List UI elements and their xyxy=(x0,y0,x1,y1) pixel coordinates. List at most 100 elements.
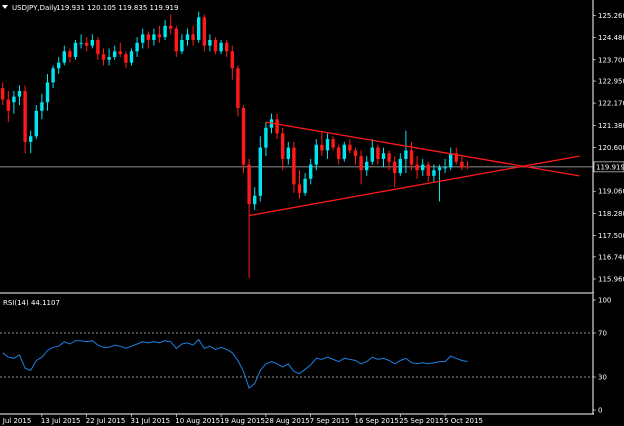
price-panel[interactable]: 125.260 124.480 123.700 122.950 122.170 121.3… xyxy=(0,0,624,294)
candle-body xyxy=(275,119,279,134)
candlestick-series xyxy=(1,11,470,278)
candle-body xyxy=(449,153,453,168)
candle-body xyxy=(337,147,341,159)
time-tick-label: 22 Jul 2015 xyxy=(86,417,126,425)
chart-header: USDJPY,Daily 119.931 120.105 119.835 119… xyxy=(2,4,178,12)
candle-body xyxy=(314,144,318,165)
candle-body xyxy=(432,170,436,176)
rsi-level-lines xyxy=(0,332,593,378)
price-tick-label: 115.960 xyxy=(598,275,624,283)
price-tick-label: 118.280 xyxy=(598,210,624,218)
candle-body xyxy=(370,147,374,162)
candle-body xyxy=(213,39,218,52)
candle-body xyxy=(129,51,134,63)
candle-body xyxy=(353,150,358,157)
time-axis: 3 Jul 2015 13 Jul 2015 22 Jul 2015 31 Jul 2… xyxy=(0,414,483,425)
symbol-label: USDJPY,Daily xyxy=(12,4,57,12)
candle-body xyxy=(101,54,106,60)
rsi-tick-label: 100 xyxy=(598,297,611,305)
candle-body xyxy=(208,39,212,46)
candle-body xyxy=(415,164,419,171)
time-tick-label: 10 Aug 2015 xyxy=(175,417,220,425)
price-tick-label: 123.700 xyxy=(598,56,624,64)
candle-body xyxy=(17,90,22,97)
candle-body xyxy=(342,144,346,159)
candle-body xyxy=(191,34,195,40)
price-tick-label: 124.480 xyxy=(598,34,624,42)
triangle-down-icon[interactable] xyxy=(2,5,8,9)
rsi-line xyxy=(2,338,468,389)
rsi-panel[interactable]: RSI(14) 44.1107 100 70 30 0 xyxy=(0,294,611,415)
candle-body xyxy=(118,51,122,55)
price-tick-label: 121.380 xyxy=(598,122,624,130)
candle-body xyxy=(320,144,324,151)
candle-body xyxy=(247,164,251,205)
time-tick-label: 7 Sep 2015 xyxy=(310,417,350,425)
candle-body xyxy=(68,51,72,57)
candle-body xyxy=(426,164,430,176)
candle-body xyxy=(1,88,5,100)
candle-body xyxy=(348,144,352,151)
candle-body xyxy=(387,153,391,162)
rsi-tick-label: 70 xyxy=(598,330,607,338)
candle-body xyxy=(107,56,111,60)
time-tick-label: 28 Aug 2015 xyxy=(265,417,310,425)
candle-body xyxy=(62,51,66,63)
candle-body xyxy=(113,51,117,57)
price-tick-label: 119.060 xyxy=(598,188,624,196)
candle-body xyxy=(96,39,100,55)
candle-body xyxy=(29,136,33,142)
candle-body xyxy=(286,147,290,159)
candle-body xyxy=(421,164,425,171)
candle-body xyxy=(381,153,386,159)
candle-body xyxy=(90,39,94,46)
candle-body xyxy=(258,147,262,196)
candle-body xyxy=(264,127,268,148)
candle-body xyxy=(281,133,285,159)
triangle-trendlines[interactable] xyxy=(248,121,580,217)
candle-body xyxy=(331,139,335,148)
candle-body xyxy=(460,161,464,168)
candle-body xyxy=(309,164,313,179)
candle-body xyxy=(57,62,61,69)
trendline[interactable] xyxy=(265,121,580,177)
candle-body xyxy=(6,99,10,111)
price-tick-label: 122.950 xyxy=(598,78,624,86)
candle-body xyxy=(45,82,50,103)
price-tick-label: 122.170 xyxy=(598,100,624,108)
time-tick-label: 13 Jul 2015 xyxy=(41,417,81,425)
candle-body xyxy=(325,139,330,151)
candle-body xyxy=(197,17,201,40)
candle-body xyxy=(202,17,206,46)
candle-body xyxy=(174,28,178,52)
time-tick-label: 5 Oct 2015 xyxy=(444,417,483,425)
rsi-tick-label: 0 xyxy=(598,407,602,415)
candle-body xyxy=(359,156,363,171)
candle-body xyxy=(146,34,150,40)
candle-body xyxy=(253,195,257,205)
candle-body xyxy=(34,110,38,137)
candle-body xyxy=(241,107,246,165)
candle-body xyxy=(443,167,447,169)
price-tick-label: 120.600 xyxy=(598,144,624,152)
candle-body xyxy=(404,150,408,159)
time-tick-label: 3 Jul 2015 xyxy=(0,417,31,425)
time-tick-label: 31 Jul 2015 xyxy=(131,417,171,425)
candle-body xyxy=(180,39,184,52)
candle-body xyxy=(376,147,380,159)
candle-body xyxy=(454,153,458,162)
candle-body xyxy=(409,150,414,165)
candle-body xyxy=(85,42,89,46)
candle-body xyxy=(163,25,167,38)
rsi-tick-label: 30 xyxy=(598,374,607,382)
candle-body xyxy=(135,42,139,52)
candle-body xyxy=(230,51,234,69)
candle-body xyxy=(169,25,173,29)
candle-body xyxy=(79,42,83,44)
candle-body xyxy=(23,90,27,142)
candle-body xyxy=(292,147,296,185)
price-tick-label: 117.500 xyxy=(598,232,624,240)
candle-body xyxy=(297,184,302,193)
